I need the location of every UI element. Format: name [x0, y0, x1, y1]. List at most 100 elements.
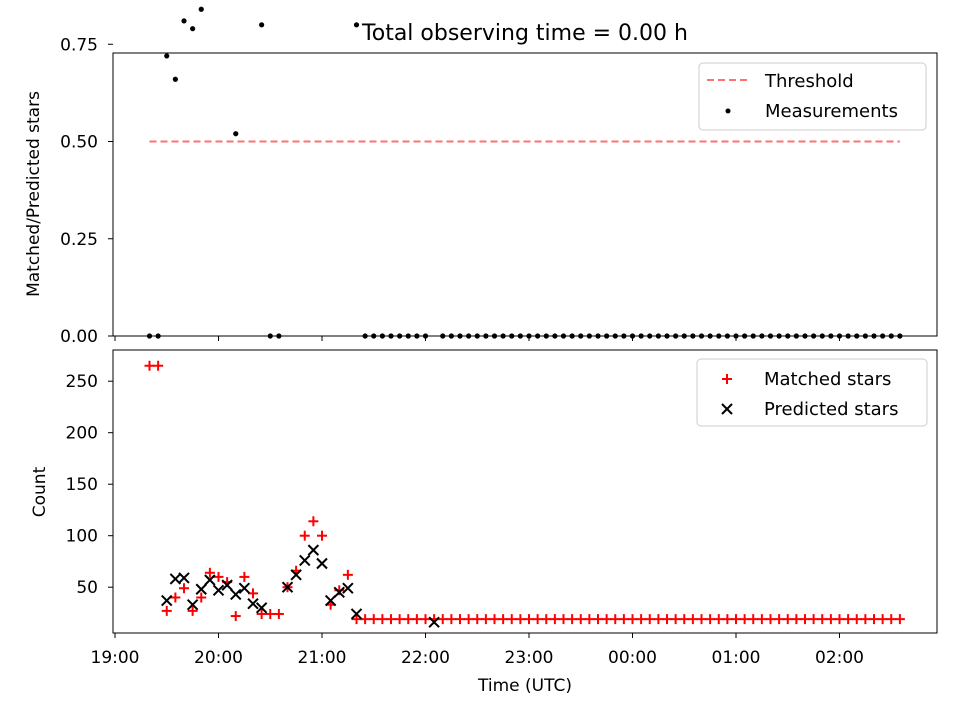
measurement-point: [164, 53, 170, 59]
top-y-axis-label: Matched/Predicted stars: [24, 91, 44, 297]
predicted-point-b: [350, 608, 363, 620]
matched-point: [480, 614, 491, 625]
matched-point: [368, 614, 379, 625]
predicted-point: [299, 554, 311, 567]
predicted-point: [221, 579, 233, 591]
matched-point: [489, 614, 500, 625]
matched-point: [886, 614, 897, 625]
matched-point: [273, 608, 284, 619]
matched-point: [584, 614, 595, 625]
matched-point: [144, 360, 155, 371]
matched-point: [825, 614, 836, 625]
matched-point: [894, 614, 905, 625]
measurement-point: [233, 131, 239, 137]
predicted-point: [178, 572, 190, 584]
matched-point: [170, 592, 181, 603]
predicted-point: [255, 602, 268, 614]
matched-point: [153, 360, 164, 371]
predicted-point-b: [230, 588, 242, 601]
bottom-axes-frame: [112, 349, 938, 634]
predicted-point-b: [428, 616, 440, 628]
matched-point: [618, 614, 629, 625]
predicted-point: [333, 586, 345, 599]
threshold-legend-label: Threshold: [764, 71, 854, 92]
top-plot-marks: [146, 6, 903, 339]
matched-legend-swatch: [722, 374, 732, 384]
predicted-legend-swatch: [721, 403, 733, 415]
bottom-x-tick-label: 00:00: [608, 648, 657, 668]
matched-point: [213, 571, 224, 582]
predicted-point-b: [333, 586, 345, 599]
matched-point: [731, 614, 741, 625]
bottom-y-axis: 50 100 150 200 250: [66, 372, 113, 598]
bottom-x-tick-label: 21:00: [298, 648, 347, 668]
bottom-x-tick-label: 23:00: [505, 648, 554, 668]
predicted-legend-label: Predicted stars: [764, 399, 898, 420]
matched-point: [351, 614, 362, 625]
matched-point: [515, 614, 526, 625]
predicted-point-b: [307, 544, 320, 556]
matched-point: [394, 614, 405, 625]
matched-legend-label: Matched stars: [764, 369, 891, 390]
matched-point: [808, 614, 819, 625]
top-y-tick-label: 0.25: [60, 230, 98, 250]
matched-point: [644, 614, 655, 625]
predicted-point-b: [238, 582, 251, 594]
predicted-point-b: [161, 594, 173, 607]
matched-point: [834, 614, 845, 625]
matched-point: [567, 614, 578, 625]
top-legend: Threshold Measurements: [698, 62, 927, 131]
bottom-x-tick-label: 19:00: [91, 648, 140, 668]
measurements-legend-label: Measurements: [765, 101, 898, 122]
bottom-x-axis: 19:00 20:00 21:00 22:00 23:00 00:00 01:00 02:00: [91, 633, 864, 668]
measurement-point: [190, 26, 196, 32]
predicted-point-b: [195, 583, 207, 595]
predicted-point: [247, 597, 259, 610]
matched-point: [161, 605, 172, 616]
matched-point: [334, 585, 345, 596]
measurement-point: [353, 22, 360, 28]
matched-point: [756, 614, 767, 625]
predicted-point: [316, 557, 328, 570]
matched-point: [575, 614, 586, 625]
bottom-x-tick-label: 02:00: [815, 648, 864, 668]
matched-point: [196, 592, 207, 603]
matched-point: [541, 614, 552, 625]
top-axes-frame: [112, 52, 938, 337]
measurement-point: [198, 6, 204, 12]
predicted-point: [290, 569, 302, 581]
matched-point: [627, 614, 638, 625]
predicted-point-b: [221, 579, 233, 591]
matched-point: [687, 614, 698, 625]
matched-point: [420, 614, 431, 625]
matched-legend-marker: [722, 374, 732, 384]
top-y-tick-label: 0.75: [60, 35, 98, 55]
matched-point: [248, 588, 258, 599]
matched-point: [800, 614, 810, 625]
matched-point: [662, 614, 672, 625]
predicted-point-b: [169, 573, 182, 585]
bottom-x-tick-label: 20:00: [194, 648, 243, 668]
matched-point: [342, 569, 353, 580]
matched-point: [843, 614, 854, 625]
matched-point: [601, 614, 612, 625]
matched-point: [860, 614, 871, 625]
bottom-y-axis-label: Count: [30, 466, 50, 517]
matched-point: [299, 530, 310, 541]
matched-point: [593, 614, 603, 625]
matched-point: [679, 614, 690, 625]
predicted-point-b: [342, 582, 354, 594]
predicted-point-b: [290, 569, 302, 581]
matched-point: [204, 567, 215, 578]
bottom-x-tick-label: 01:00: [712, 648, 761, 668]
predicted-point-b: [324, 594, 337, 607]
matched-point: [360, 614, 371, 625]
matched-point: [437, 614, 448, 625]
matched-point: [739, 614, 750, 625]
bottom-legend: Matched stars Predicted stars: [696, 358, 928, 427]
matched-point: [532, 614, 543, 625]
matched-point: [187, 605, 198, 616]
measurement-point: [259, 22, 265, 28]
matched-point: [877, 614, 888, 625]
matched-point: [256, 608, 267, 619]
